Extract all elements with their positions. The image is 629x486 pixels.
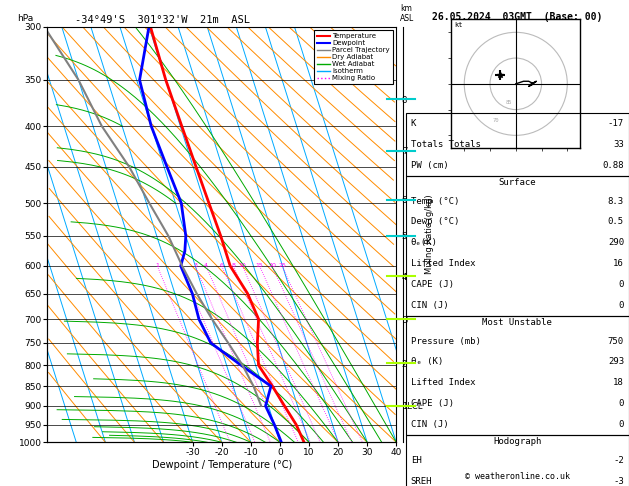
Text: θₑ (K): θₑ (K) — [411, 357, 443, 366]
Text: CAPE (J): CAPE (J) — [411, 399, 454, 408]
Text: 0: 0 — [618, 280, 624, 289]
Text: 4: 4 — [204, 263, 208, 268]
Text: K: K — [411, 119, 416, 128]
Text: 6: 6 — [220, 263, 224, 268]
Text: Surface: Surface — [499, 178, 536, 188]
Text: 20: 20 — [268, 263, 276, 268]
Text: 0.5: 0.5 — [608, 217, 624, 226]
Text: 15: 15 — [256, 263, 264, 268]
Text: Lifted Index: Lifted Index — [411, 259, 476, 268]
Text: Temp (°C): Temp (°C) — [411, 196, 459, 206]
Text: Most Unstable: Most Unstable — [482, 318, 552, 328]
X-axis label: Dewpoint / Temperature (°C): Dewpoint / Temperature (°C) — [152, 460, 292, 469]
Text: 1: 1 — [155, 263, 159, 268]
Text: © weatheronline.co.uk: © weatheronline.co.uk — [465, 472, 570, 481]
Text: 85: 85 — [506, 101, 512, 105]
Text: Hodograph: Hodograph — [493, 437, 542, 447]
Text: -2: -2 — [613, 456, 624, 465]
Text: 0.88: 0.88 — [603, 161, 624, 170]
Text: 750: 750 — [608, 336, 624, 346]
Text: SREH: SREH — [411, 477, 432, 486]
Text: CIN (J): CIN (J) — [411, 301, 448, 310]
Bar — [406, 316, 629, 435]
Legend: Temperature, Dewpoint, Parcel Trajectory, Dry Adiabat, Wet Adiabat, Isotherm, Mi: Temperature, Dewpoint, Parcel Trajectory… — [314, 30, 392, 84]
Text: PW (cm): PW (cm) — [411, 161, 448, 170]
Text: 26.05.2024  03GMT  (Base: 00): 26.05.2024 03GMT (Base: 00) — [432, 12, 603, 22]
Text: 10: 10 — [238, 263, 247, 268]
Text: 8.3: 8.3 — [608, 196, 624, 206]
Text: 0: 0 — [618, 420, 624, 429]
Text: 0: 0 — [618, 399, 624, 408]
Text: 16: 16 — [613, 259, 624, 268]
Text: 70: 70 — [493, 119, 499, 123]
Text: 8: 8 — [231, 263, 235, 268]
Text: hPa: hPa — [18, 14, 34, 22]
Text: Dewp (°C): Dewp (°C) — [411, 217, 459, 226]
Text: CAPE (J): CAPE (J) — [411, 280, 454, 289]
Text: -34°49'S  301°32'W  21m  ASL: -34°49'S 301°32'W 21m ASL — [75, 15, 250, 25]
Text: 290: 290 — [608, 238, 624, 247]
Text: km
ASL: km ASL — [400, 4, 414, 22]
Text: kt: kt — [454, 22, 462, 28]
Text: Totals Totals: Totals Totals — [411, 140, 481, 149]
Text: -17: -17 — [608, 119, 624, 128]
Bar — [406, 176, 629, 316]
Text: 0: 0 — [618, 301, 624, 310]
Text: 25: 25 — [278, 263, 286, 268]
Text: 3: 3 — [194, 263, 198, 268]
Text: CIN (J): CIN (J) — [411, 420, 448, 429]
Text: EH: EH — [411, 456, 421, 465]
Text: Pressure (mb): Pressure (mb) — [411, 336, 481, 346]
Text: Lifted Index: Lifted Index — [411, 378, 476, 387]
Text: 33: 33 — [613, 140, 624, 149]
Text: 18: 18 — [613, 378, 624, 387]
Text: -3: -3 — [613, 477, 624, 486]
Bar — [406, 435, 629, 486]
Y-axis label: Mixing Ratio (g/kg): Mixing Ratio (g/kg) — [425, 195, 434, 274]
Text: 293: 293 — [608, 357, 624, 366]
Text: 2: 2 — [179, 263, 183, 268]
Bar — [406, 113, 629, 176]
Text: θₑ(K): θₑ(K) — [411, 238, 438, 247]
